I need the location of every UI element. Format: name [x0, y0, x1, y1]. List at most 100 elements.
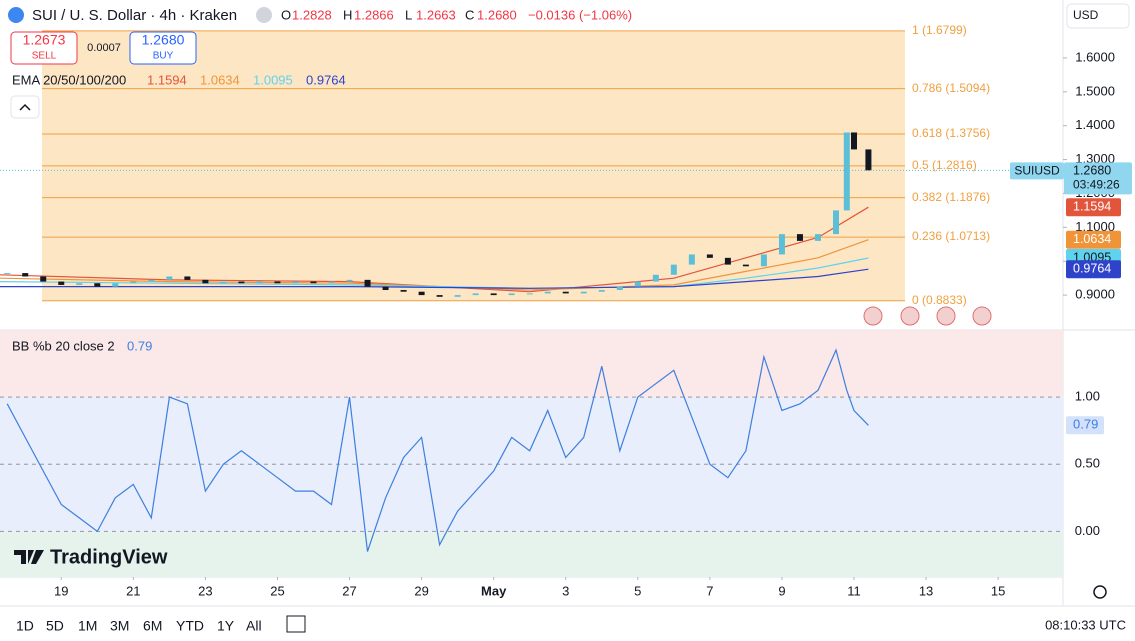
x-tick-label: 13: [919, 583, 933, 598]
candle: [742, 264, 749, 267]
brand-logo: [14, 550, 44, 564]
candle: [688, 254, 695, 265]
upper-zone: [0, 330, 1063, 398]
candle: [94, 283, 101, 287]
range-button[interactable]: 1M: [78, 618, 97, 634]
settings-icon[interactable]: [1093, 585, 1107, 599]
candle: [706, 254, 713, 258]
x-tick-label: 11: [847, 583, 861, 598]
collapse-button[interactable]: [10, 95, 40, 119]
candle: [544, 291, 551, 294]
candle: [865, 149, 872, 171]
candle: [364, 279, 371, 287]
x-tick-label: 23: [198, 583, 212, 598]
spread: 0.0007: [87, 42, 121, 54]
ohlc-key: C: [465, 7, 474, 22]
range-button[interactable]: All: [246, 618, 262, 634]
ema-axis-box: [1066, 230, 1121, 249]
candle: [346, 279, 353, 282]
candle: [616, 286, 623, 291]
y-tick-label: 0.9000: [1075, 287, 1115, 302]
candle: [4, 273, 11, 275]
x-tick-label: 25: [270, 583, 284, 598]
lower-zone: [0, 531, 1063, 577]
y-tick-label: 1.3000: [1075, 151, 1115, 166]
y-tick-label: 1.4000: [1075, 117, 1115, 132]
price-label: 1.2680: [1073, 164, 1111, 178]
currency-select[interactable]: [1066, 3, 1130, 29]
fib-label: 1 (1.6799): [912, 23, 967, 37]
candle: [202, 279, 209, 284]
x-tick-label: 27: [342, 583, 356, 598]
price-box: [1064, 162, 1132, 195]
ema-axis-box: [1066, 198, 1121, 217]
candle: [724, 257, 731, 265]
bb-axis-box: [1066, 416, 1104, 435]
ema-value: 1.0095: [253, 72, 293, 87]
ema-value: 1.0634: [200, 72, 240, 87]
range-button[interactable]: 1Y: [217, 618, 235, 634]
candle: [796, 234, 803, 241]
candle: [418, 291, 425, 296]
candle: [382, 286, 389, 291]
candle: [508, 293, 515, 296]
currency: USD: [1073, 8, 1099, 22]
collapse-icon: [19, 103, 31, 111]
ohlc-key: H: [343, 7, 352, 22]
status-dot: [256, 7, 272, 23]
candle: [328, 281, 335, 284]
range-button[interactable]: 6M: [143, 618, 162, 634]
countdown: 03:49:26: [1073, 178, 1120, 192]
clock: 08:10:33 UTC: [1045, 617, 1126, 632]
x-tick-label: May: [481, 583, 507, 598]
candle: [490, 293, 497, 296]
candle: [832, 210, 839, 235]
candle: [814, 234, 821, 241]
ema-axis-label: 1.0634: [1073, 232, 1111, 246]
buy-button[interactable]: [129, 31, 197, 65]
symbol-label: SUIUSD: [1014, 164, 1060, 178]
ema-line: [0, 268, 869, 289]
range-button[interactable]: 5D: [46, 618, 64, 634]
bb-value: 0.79: [127, 338, 152, 353]
range-button[interactable]: YTD: [176, 618, 204, 634]
header-bg: [0, 0, 648, 30]
symbol-title[interactable]: SUI / U. S. Dollar · 4h · Kraken: [32, 7, 237, 24]
candle: [598, 290, 605, 292]
x-tick-label: 29: [414, 583, 428, 598]
x-tick-label: 7: [706, 583, 713, 598]
ohlc-value: 1.2663: [416, 7, 456, 22]
y-tick-label: 1.6000: [1075, 49, 1115, 64]
candle: [843, 132, 850, 211]
sell-button[interactable]: [10, 31, 78, 65]
candle: [220, 281, 227, 284]
y-tick-label: 0.00: [1075, 523, 1100, 538]
fib-label: 0 (0.8833): [912, 293, 967, 307]
candle: [436, 295, 443, 297]
candle: [562, 291, 569, 294]
ohlc-value: 1.2828: [292, 7, 332, 22]
range-button[interactable]: 3M: [110, 618, 129, 634]
candle: [256, 281, 263, 284]
candle: [112, 283, 119, 287]
flag[interactable]: [900, 306, 920, 326]
sell-price: 1.2673: [23, 32, 66, 48]
flag[interactable]: [936, 306, 956, 326]
range-button[interactable]: 1D: [16, 618, 34, 634]
flag[interactable]: [863, 306, 883, 326]
candle: [22, 273, 29, 277]
ema-axis-label: 1.1594: [1073, 200, 1111, 214]
candle: [526, 293, 533, 295]
candle: [166, 276, 173, 280]
candle: [76, 283, 83, 285]
candle: [454, 295, 461, 297]
ohlc-key: L: [405, 7, 412, 22]
y-tick-label: 1.00: [1075, 389, 1100, 404]
fib-label: 0.382 (1.1876): [912, 190, 990, 204]
x-tick-label: 19: [54, 583, 68, 598]
date-range-icon[interactable]: [286, 615, 306, 633]
candle: [130, 281, 137, 284]
flag[interactable]: [972, 306, 992, 326]
candle: [184, 276, 191, 280]
